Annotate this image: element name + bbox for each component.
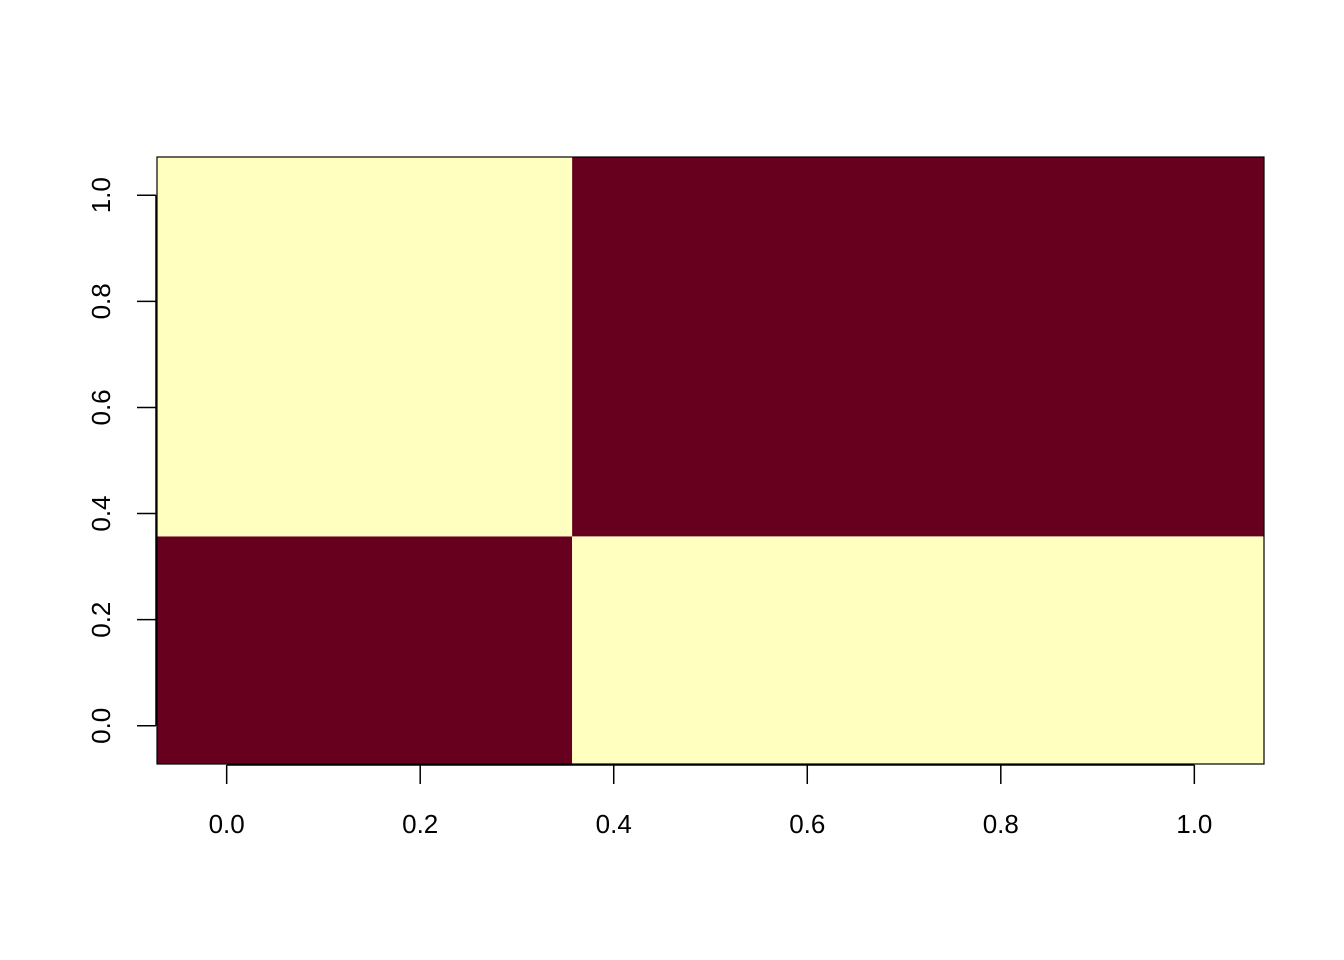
y-tick-label: 0.8 (86, 283, 116, 319)
heatmap-cell-r0-c0 (157, 536, 573, 764)
x-tick-label: 0.0 (209, 809, 245, 839)
plot-frame (156, 156, 1265, 765)
x-tick-label: 0.6 (789, 809, 825, 839)
y-tick-label: 0.6 (86, 389, 116, 425)
y-tick-label: 1.0 (86, 177, 116, 213)
heatmap-cell-r1-c0 (157, 157, 573, 537)
x-tick-label: 0.8 (983, 809, 1019, 839)
y-tick-label: 0.4 (86, 495, 116, 531)
x-tick-label: 0.2 (402, 809, 438, 839)
heatmap-cell-r1-c1 (572, 157, 1264, 537)
x-tick-label: 1.0 (1176, 809, 1212, 839)
heatmap-cell-r0-c1 (572, 536, 1264, 764)
y-tick-label: 0.0 (86, 708, 116, 744)
heatmap-cells (157, 157, 1264, 764)
x-axis: 0.0 0.2 0.4 0.6 0.8 1.0 (209, 764, 1212, 839)
x-tick-label: 0.4 (596, 809, 632, 839)
y-axis: 0.0 0.2 0.4 0.6 0.8 1.0 (86, 177, 157, 744)
y-tick-label: 0.2 (86, 602, 116, 638)
